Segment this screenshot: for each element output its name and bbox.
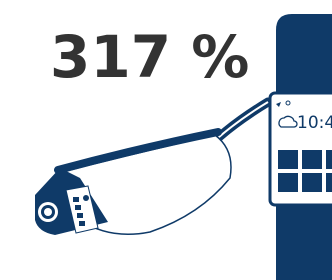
display-icon: [77, 213, 83, 218]
app-tile: [326, 173, 332, 192]
app-tile: [278, 173, 298, 192]
camera-lens: [44, 208, 52, 216]
display-icon: [79, 221, 85, 226]
app-tile: [326, 150, 332, 169]
illustration: 317 % 10:4: [0, 0, 332, 280]
app-tile: [302, 150, 322, 169]
display-icon: [75, 205, 81, 210]
headline: 317 %: [50, 23, 249, 91]
display-icon: [83, 195, 89, 201]
page: 317 % 10:4 (() => { const data = JSON.pa…: [0, 0, 332, 280]
watch-time: 10:4: [297, 113, 332, 133]
app-tile: [278, 150, 298, 169]
display-icon: [73, 197, 79, 202]
app-tile: [302, 173, 322, 192]
